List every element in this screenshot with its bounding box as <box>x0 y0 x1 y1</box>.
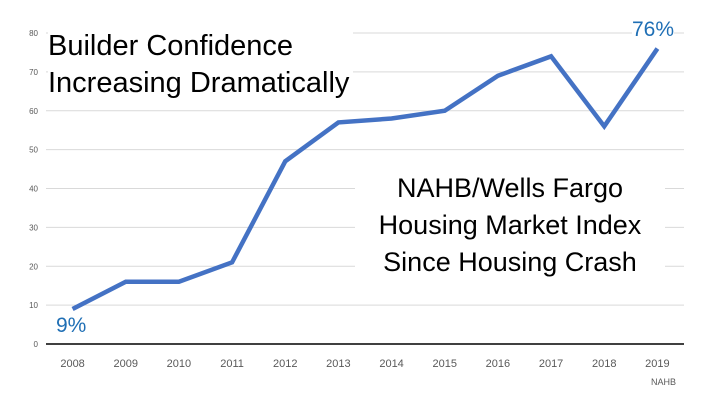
y-tick-label: 60 <box>29 107 38 116</box>
x-tick-label: 2012 <box>273 358 297 370</box>
y-tick-label: 20 <box>29 262 38 271</box>
end-value-label: 76% <box>632 18 675 42</box>
subtitle-line-3: Since Housing Crash <box>383 247 637 277</box>
x-tick-label: 2008 <box>60 358 84 370</box>
x-tick-label: 2010 <box>167 358 191 370</box>
chart-subtitle: NAHB/Wells Fargo Housing Market Index Si… <box>355 170 665 281</box>
subtitle-line-1: NAHB/Wells Fargo <box>396 173 624 203</box>
x-tick-label: 2016 <box>486 358 510 370</box>
start-value-label: 9% <box>56 314 87 338</box>
title-line-2: Increasing Dramatically <box>48 67 350 99</box>
y-tick-label: 10 <box>29 301 38 310</box>
x-tick-label: 2009 <box>114 358 138 370</box>
x-tick-label: 2018 <box>592 358 616 370</box>
y-tick-label: 50 <box>29 146 38 155</box>
x-tick-label: 2017 <box>539 358 563 370</box>
x-tick-label: 2014 <box>379 358 403 370</box>
chart-title: Builder Confidence Increasing Dramatical… <box>48 28 354 102</box>
source-note: NAHB <box>651 377 677 387</box>
x-tick-label: 2015 <box>433 358 457 370</box>
series-line <box>71 47 660 312</box>
y-tick-label: 0 <box>34 340 39 349</box>
x-tick-label: 2011 <box>220 358 244 370</box>
y-tick-label: 40 <box>29 185 38 194</box>
y-tick-label: 70 <box>29 68 38 77</box>
x-tick-label: 2013 <box>326 358 350 370</box>
x-tick-label: 2019 <box>645 358 669 370</box>
y-tick-label: 80 <box>29 29 38 38</box>
title-line-1: Builder Confidence <box>48 30 294 62</box>
subtitle-line-2: Housing Market Index <box>378 210 642 240</box>
y-tick-label: 30 <box>29 223 38 232</box>
